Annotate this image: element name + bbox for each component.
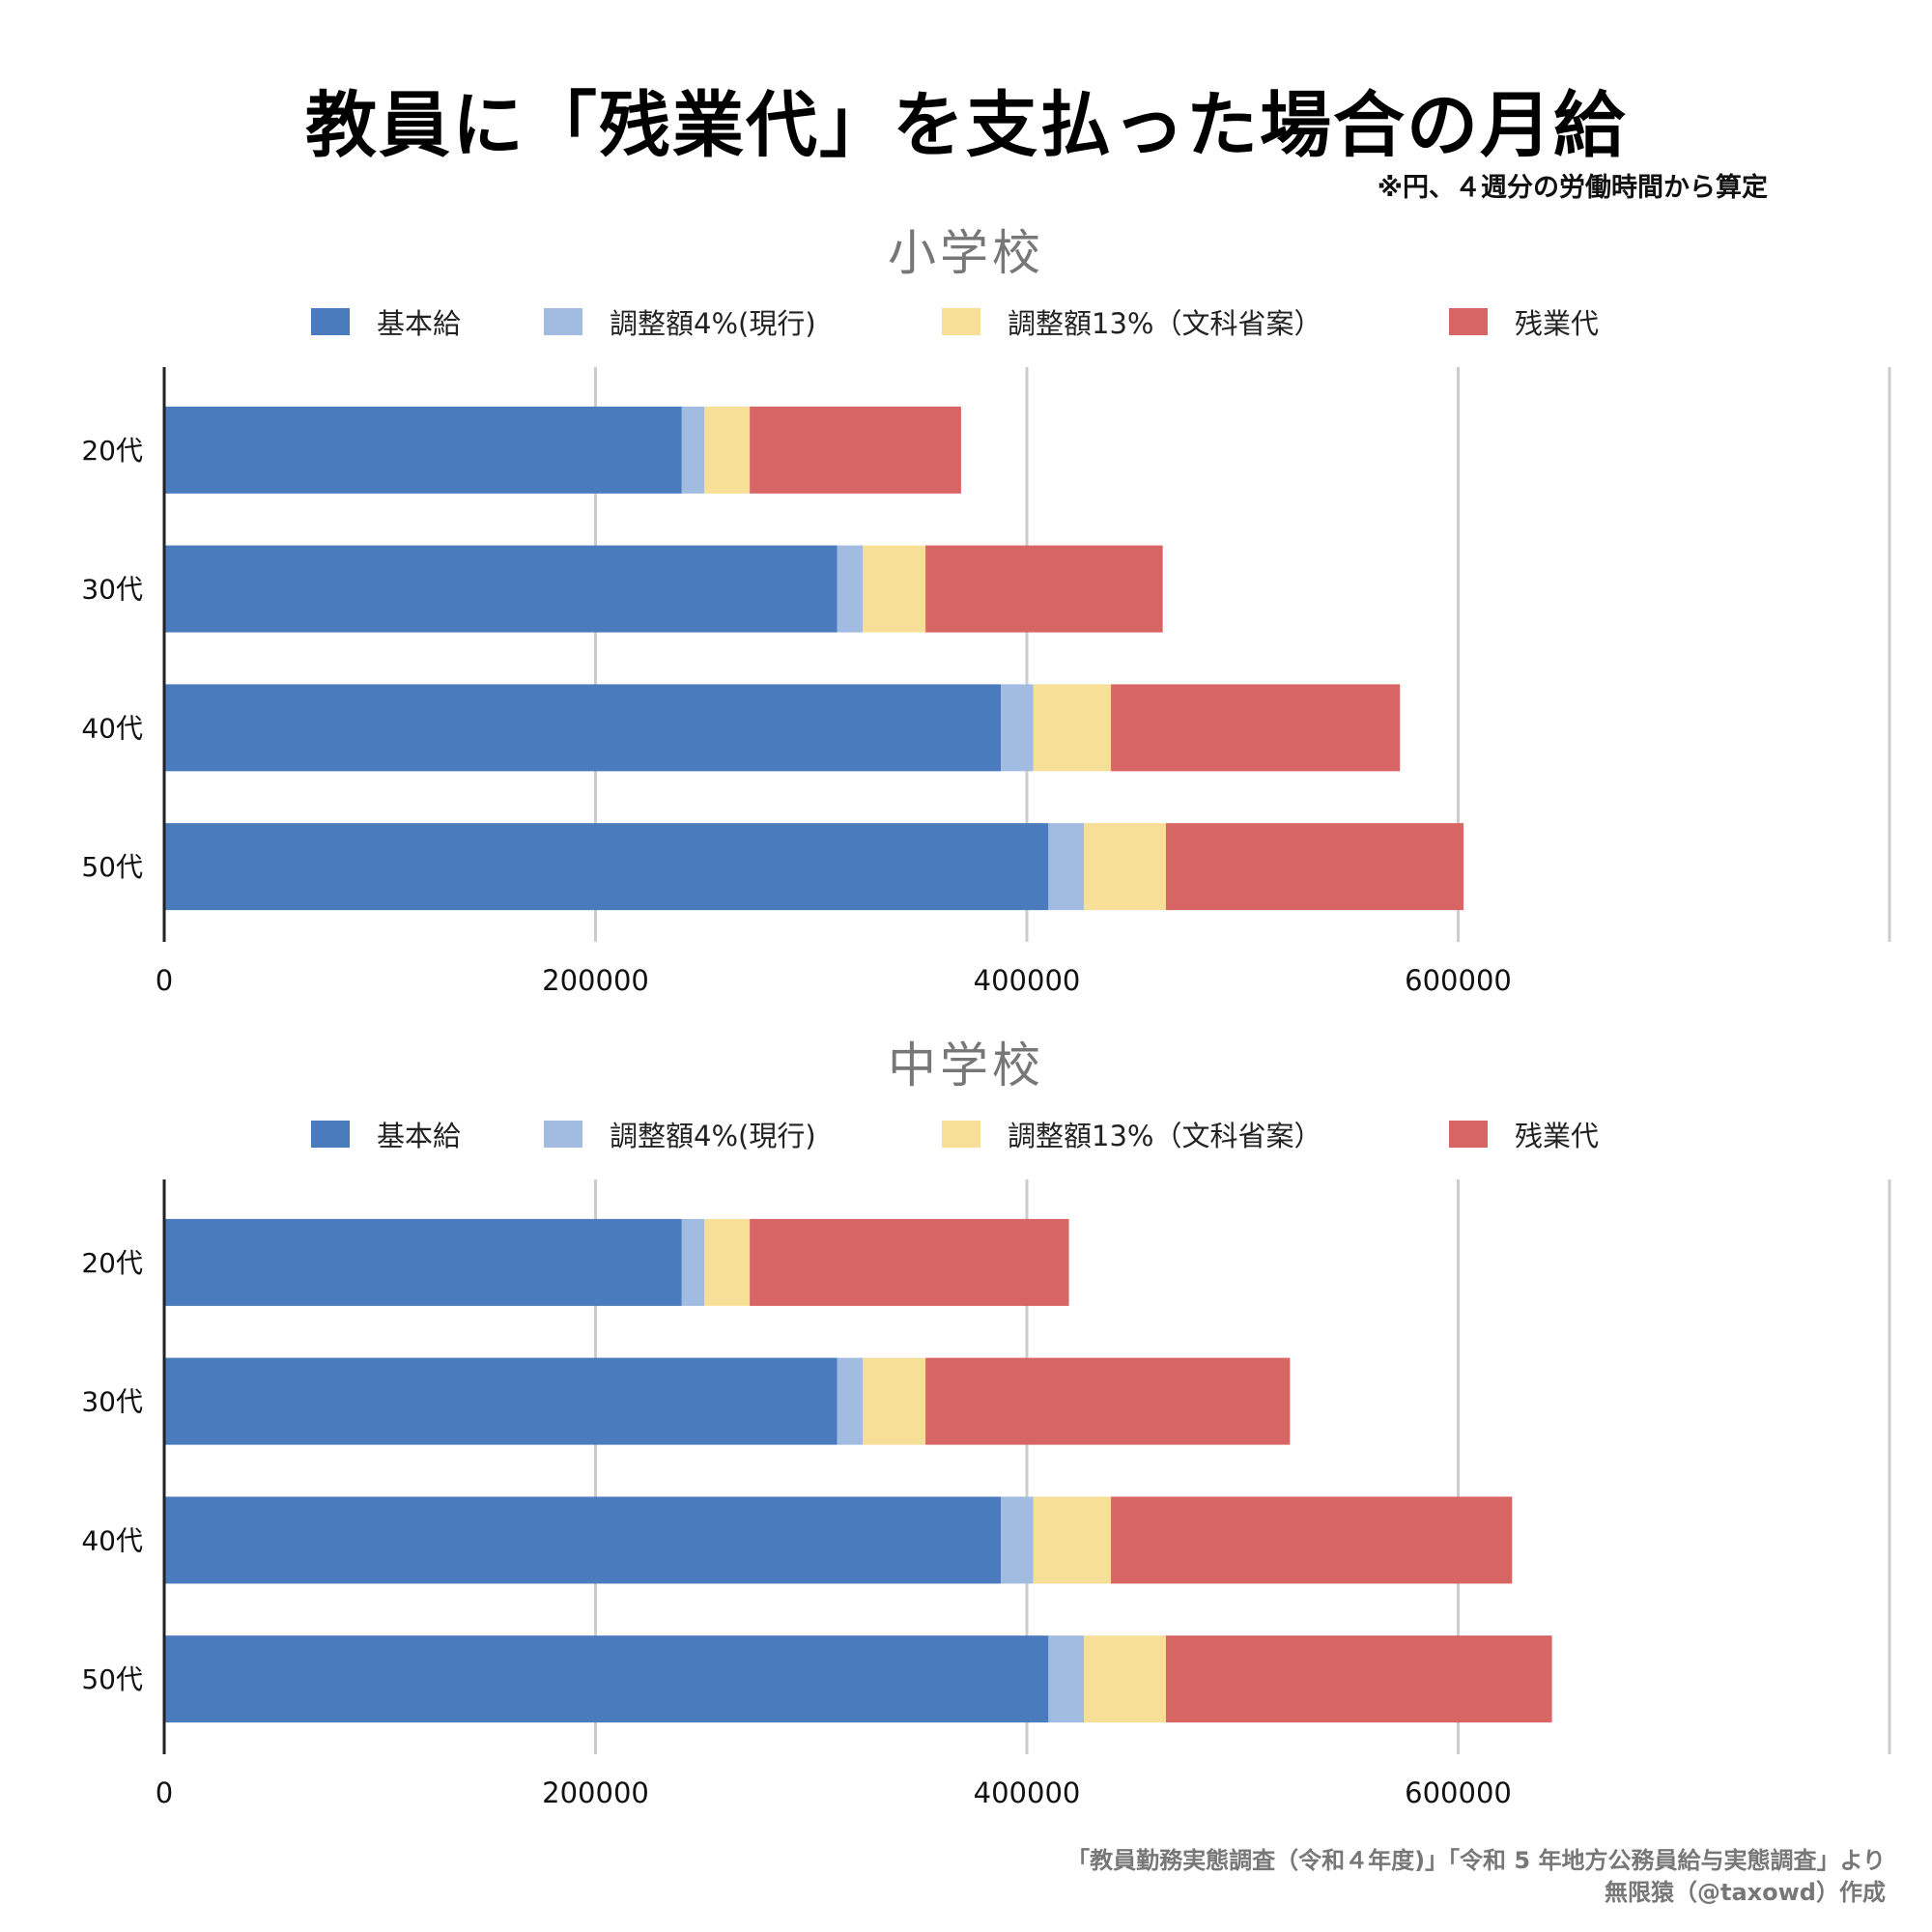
legend-swatch	[311, 308, 350, 335]
chart-title-junior-high: 中学校	[888, 1037, 1044, 1094]
legend-label: 基本給	[377, 1120, 462, 1152]
bar-segment-base-pay	[164, 406, 682, 494]
legend-item-base-pay: 基本給	[311, 1115, 461, 1153]
bar-segment-adjust-4	[1001, 1496, 1034, 1584]
legend-swatch	[942, 1121, 980, 1148]
bar-segment-base-pay	[164, 684, 1002, 772]
legend-item-overtime: 残業代	[1449, 302, 1599, 341]
chart-junior-high: 20代 30代 40代 50代 0 200000 400000 600000	[81, 1179, 1891, 1809]
legend-label: 調整額4%(現行)	[610, 307, 816, 340]
legend-label: 残業代	[1515, 307, 1600, 340]
x-tick-label: 0	[156, 964, 173, 997]
legend-swatch	[1449, 1121, 1488, 1148]
x-tick-label: 400000	[974, 1776, 1081, 1809]
legend-item-base-pay: 基本給	[311, 302, 461, 341]
x-tick-label: 200000	[542, 1776, 649, 1809]
bar-segment-adjust-13	[1033, 684, 1112, 772]
category-label: 40代	[81, 712, 143, 744]
source-line: 「教員勤務実態調査（令和４年度)」「令和 5 年地方公務員給与実態調査」より	[1066, 1847, 1886, 1874]
bar-segment-base-pay	[164, 1357, 838, 1445]
category-label: 30代	[81, 1386, 143, 1418]
bar-segment-adjust-4	[1001, 684, 1034, 772]
bar-segment-adjust-13	[704, 1218, 751, 1306]
legend-label: 基本給	[377, 307, 462, 340]
legend-junior-high: 基本給 調整額4%(現行) 調整額13%（文科省案） 残業代	[0, 1115, 1932, 1153]
legend-label: 調整額4%(現行)	[610, 1120, 816, 1152]
bar-segment-overtime	[925, 1357, 1291, 1445]
bar-segment-adjust-13	[1033, 1496, 1112, 1584]
bar-segment-adjust-13	[704, 406, 751, 494]
x-tick-label: 600000	[1405, 1776, 1512, 1809]
legend-item-adjust-13: 調整額13%（文科省案）	[942, 1115, 1321, 1153]
legend-item-adjust-13: 調整額13%（文科省案）	[942, 302, 1321, 341]
category-label: 50代	[81, 1663, 143, 1695]
x-tick-label: 600000	[1405, 964, 1512, 997]
bar-segment-base-pay	[164, 823, 1049, 911]
legend-label: 調整額13%（文科省案）	[1008, 1120, 1322, 1152]
category-label: 20代	[81, 435, 143, 467]
category-label: 50代	[81, 851, 143, 883]
bar-segment-overtime	[1111, 1496, 1513, 1584]
bar-segment-adjust-4	[837, 545, 864, 633]
legend-item-adjust-4: 調整額4%(現行)	[544, 302, 816, 341]
x-tick-label: 0	[156, 1776, 173, 1809]
bar-segment-overtime	[750, 1218, 1069, 1306]
bar-segment-overtime	[925, 545, 1163, 633]
bar-segment-base-pay	[164, 1218, 682, 1306]
category-label: 40代	[81, 1524, 143, 1556]
source-credit: 「教員勤務実態調査（令和４年度)」「令和 5 年地方公務員給与実態調査」より 無…	[1066, 1845, 1886, 1909]
bar-segment-adjust-13	[1084, 1635, 1166, 1723]
page-title: 教員に「残業代」を支払った場合の月給	[305, 84, 1627, 167]
chart-elementary: 20代 30代 40代 50代 0 200000 400000 600000	[81, 367, 1891, 997]
bar-segment-overtime	[1111, 684, 1401, 772]
x-tick-label: 200000	[542, 964, 649, 997]
bar-segment-overtime	[1165, 823, 1464, 911]
bar-segment-adjust-13	[1084, 823, 1166, 911]
bar-segment-adjust-13	[863, 545, 926, 633]
legend-item-overtime: 残業代	[1449, 1115, 1599, 1153]
bar-segment-adjust-4	[681, 406, 705, 494]
bar-segment-base-pay	[164, 545, 838, 633]
bar-segment-base-pay	[164, 1496, 1002, 1584]
bar-segment-adjust-4	[837, 1357, 864, 1445]
x-tick-label: 400000	[974, 964, 1081, 997]
chart-title-elementary: 小学校	[888, 225, 1044, 281]
bar-segment-overtime	[1165, 1635, 1552, 1723]
legend-swatch	[311, 1121, 350, 1148]
legend-elementary: 基本給 調整額4%(現行) 調整額13%（文科省案） 残業代	[0, 302, 1932, 341]
bar-segment-base-pay	[164, 1635, 1049, 1723]
unit-note: ※円、４週分の労働時間から算定	[1377, 173, 1768, 203]
legend-swatch	[1449, 308, 1488, 335]
bar-segment-adjust-13	[863, 1357, 926, 1445]
legend-swatch	[544, 308, 582, 335]
author-line: 無限猿（@taxowd）作成	[1605, 1879, 1886, 1906]
bar-segment-adjust-4	[681, 1218, 705, 1306]
bar-segment-adjust-4	[1048, 823, 1085, 911]
legend-label: 調整額13%（文科省案）	[1008, 307, 1322, 340]
category-label: 20代	[81, 1247, 143, 1279]
bar-segment-adjust-4	[1048, 1635, 1085, 1723]
legend-item-adjust-4: 調整額4%(現行)	[544, 1115, 816, 1153]
legend-label: 残業代	[1515, 1120, 1600, 1152]
bar-segment-overtime	[750, 406, 961, 494]
legend-swatch	[942, 308, 980, 335]
legend-swatch	[544, 1121, 582, 1148]
category-label: 30代	[81, 574, 143, 606]
